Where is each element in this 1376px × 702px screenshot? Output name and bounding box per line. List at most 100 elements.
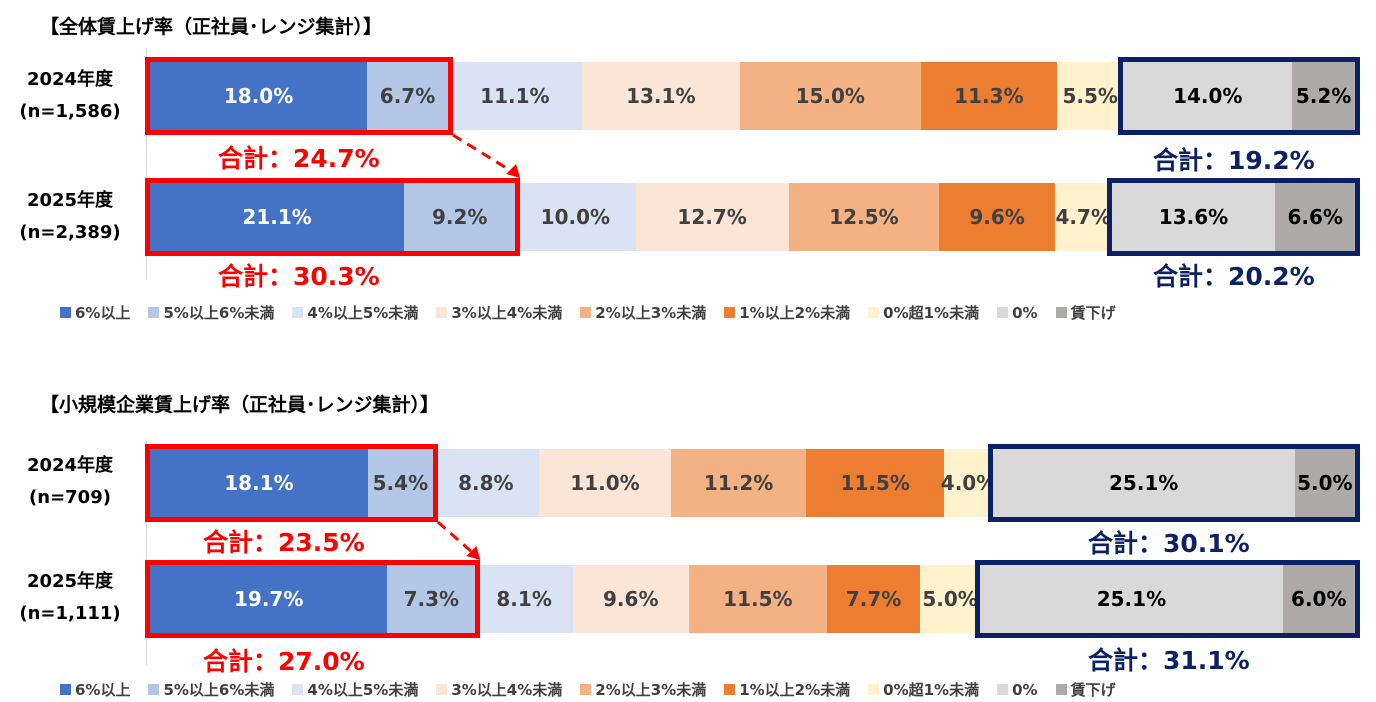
legend-item: 6%以上: [60, 302, 130, 323]
legend-swatch-icon: [1055, 307, 1067, 318]
bar-segment: 25.1%: [992, 449, 1295, 517]
year-label: 2025年度: [26, 571, 114, 592]
bar-segment: 11.0%: [538, 449, 672, 517]
bar-segment: 11.1%: [447, 62, 582, 130]
legend-item: 4%以上5%未満: [292, 302, 418, 323]
legend-label: 賃下げ: [1070, 304, 1116, 322]
chart1-bar-2024: 18.0% 6.7% 11.1% 13.1% 15.0% 11.3% 5.5% 14.0% 5.…: [150, 62, 1355, 130]
legend-item: 2%以上3%未満: [580, 679, 706, 700]
legend-label: 3%以上4%未満: [451, 681, 563, 699]
bar-segment: 8.1%: [475, 565, 573, 633]
legend-swatch-icon: [1055, 684, 1067, 695]
bar-segment: 12.7%: [635, 183, 789, 251]
bar-segment: 21.1%: [150, 183, 405, 251]
legend-item: 5%以上6%未満: [148, 302, 274, 323]
legend-item: 0%: [997, 679, 1038, 700]
bar-segment: 6.7%: [367, 62, 448, 130]
bar-segment: 14.0%: [1123, 62, 1293, 130]
legend-item: 賃下げ: [1055, 679, 1116, 700]
legend-label: 5%以上6%未満: [163, 681, 275, 699]
raise-highlight-box: [145, 178, 521, 256]
chart1-2025-raise-total: 合計：30.3%: [218, 262, 380, 291]
n-label: (n=1,586): [19, 101, 121, 122]
bar-segment: 7.3%: [387, 565, 476, 633]
legend-label: 0%超1%未満: [883, 304, 980, 322]
chart2-bar-2025: 19.7% 7.3% 8.1% 9.6% 11.5% 7.7% 5.0% 25.1% 6.0%: [150, 565, 1355, 633]
n-label: (n=2,389): [19, 222, 121, 243]
bar-segment: 11.3%: [920, 62, 1058, 130]
bar-segment: 5.2%: [1292, 62, 1355, 130]
bar-segment: 11.5%: [806, 449, 945, 517]
bar-segment: 11.5%: [688, 565, 828, 633]
legend-swatch-icon: [436, 684, 448, 695]
year-label: 2024年度: [26, 69, 114, 90]
bar-segment: 18.0%: [150, 62, 368, 130]
legend-swatch-icon: [580, 684, 592, 695]
legend-item: 3%以上4%未満: [436, 679, 562, 700]
raise-highlight-box: [145, 57, 453, 135]
legend-swatch-icon: [868, 307, 880, 318]
chart1-2025-flat-total: 合計：20.2%: [1153, 262, 1315, 291]
legend-item: 1%以上2%未満: [724, 302, 850, 323]
legend-swatch-icon: [997, 307, 1009, 318]
legend-swatch-icon: [997, 684, 1009, 695]
chart1-legend: 6%以上 5%以上6%未満 4%以上5%未満 3%以上4%未満 2%以上3%未満 1%以上…: [60, 302, 1116, 323]
bar-segment: 12.5%: [788, 183, 940, 251]
bar-segment: 9.6%: [572, 565, 689, 633]
legend-item: 6%以上: [60, 679, 130, 700]
legend-item: 5%以上6%未満: [148, 679, 274, 700]
legend-swatch-icon: [868, 684, 880, 695]
chart2-row1-label: 2024年度 (n=709): [0, 450, 140, 514]
bar-segment: 10.0%: [515, 183, 636, 251]
legend-label: 賃下げ: [1070, 681, 1116, 699]
legend-label: 0%: [1012, 680, 1038, 699]
bar-segment: 15.0%: [739, 62, 921, 130]
flat-or-cut-highlight-box: [987, 444, 1360, 522]
chart2-title: 【小規模企業賃上げ率（正社員･レンジ集計）】: [40, 394, 440, 416]
bar-segment: 11.2%: [671, 449, 807, 517]
bar-segment: 5.5%: [1057, 62, 1124, 130]
legend-swatch-icon: [148, 307, 160, 318]
flat-or-cut-highlight-box: [1106, 178, 1360, 256]
bar-segment: 9.6%: [939, 183, 1055, 251]
bar-segment: 8.8%: [432, 449, 539, 517]
raise-highlight-box: [145, 444, 438, 522]
legend-item: 2%以上3%未満: [580, 302, 706, 323]
legend-swatch-icon: [580, 307, 592, 318]
legend-swatch-icon: [724, 684, 736, 695]
legend-item: 0%超1%未満: [868, 302, 979, 323]
chart1-row1-label: 2024年度 (n=1,586): [0, 64, 140, 128]
legend-swatch-icon: [436, 307, 448, 318]
bar-segment: 13.1%: [581, 62, 740, 130]
bar-segment: 19.7%: [150, 565, 388, 633]
chart2-bar-2024: 18.1% 5.4% 8.8% 11.0% 11.2% 11.5% 4.0% 25.1% 5.0…: [150, 449, 1355, 517]
legend-label: 4%以上5%未満: [307, 304, 419, 322]
legend-item: 4%以上5%未満: [292, 679, 418, 700]
bar-segment: 9.2%: [404, 183, 516, 251]
legend-swatch-icon: [60, 684, 71, 695]
bar-segment: 5.0%: [919, 565, 981, 633]
legend-label: 0%: [1012, 303, 1038, 322]
chart1-2024-raise-total: 合計：24.7%: [218, 144, 380, 173]
n-label: (n=709): [29, 487, 111, 508]
legend-label: 3%以上4%未満: [451, 304, 563, 322]
n-label: (n=1,111): [19, 603, 121, 624]
bar-segment: 5.0%: [1294, 449, 1355, 517]
legend-label: 5%以上6%未満: [163, 304, 275, 322]
chart2-row2-label: 2025年度 (n=1,111): [0, 566, 140, 630]
bar-segment: 25.1%: [980, 565, 1283, 633]
legend-label: 2%以上3%未満: [595, 681, 707, 699]
bar-segment: 7.7%: [827, 565, 920, 633]
legend-label: 0%超1%未満: [883, 681, 980, 699]
bar-segment: 18.1%: [150, 449, 368, 517]
legend-swatch-icon: [292, 307, 304, 318]
legend-label: 4%以上5%未満: [307, 681, 419, 699]
chart2-2024-flat-total: 合計：30.1%: [1088, 529, 1250, 558]
bar-segment: 4.7%: [1054, 183, 1112, 251]
legend-item: 賃下げ: [1055, 302, 1116, 323]
chart1-bar-2025: 21.1% 9.2% 10.0% 12.7% 12.5% 9.6% 4.7% 13.6% 6.6…: [150, 183, 1355, 251]
legend-swatch-icon: [724, 307, 736, 318]
chart2-legend: 6%以上 5%以上6%未満 4%以上5%未満 3%以上4%未満 2%以上3%未満 1%以上…: [60, 679, 1116, 700]
bar-segment: 13.6%: [1111, 183, 1276, 251]
chart1-title: 【全体賃上げ率（正社員･レンジ集計）】: [40, 16, 383, 38]
